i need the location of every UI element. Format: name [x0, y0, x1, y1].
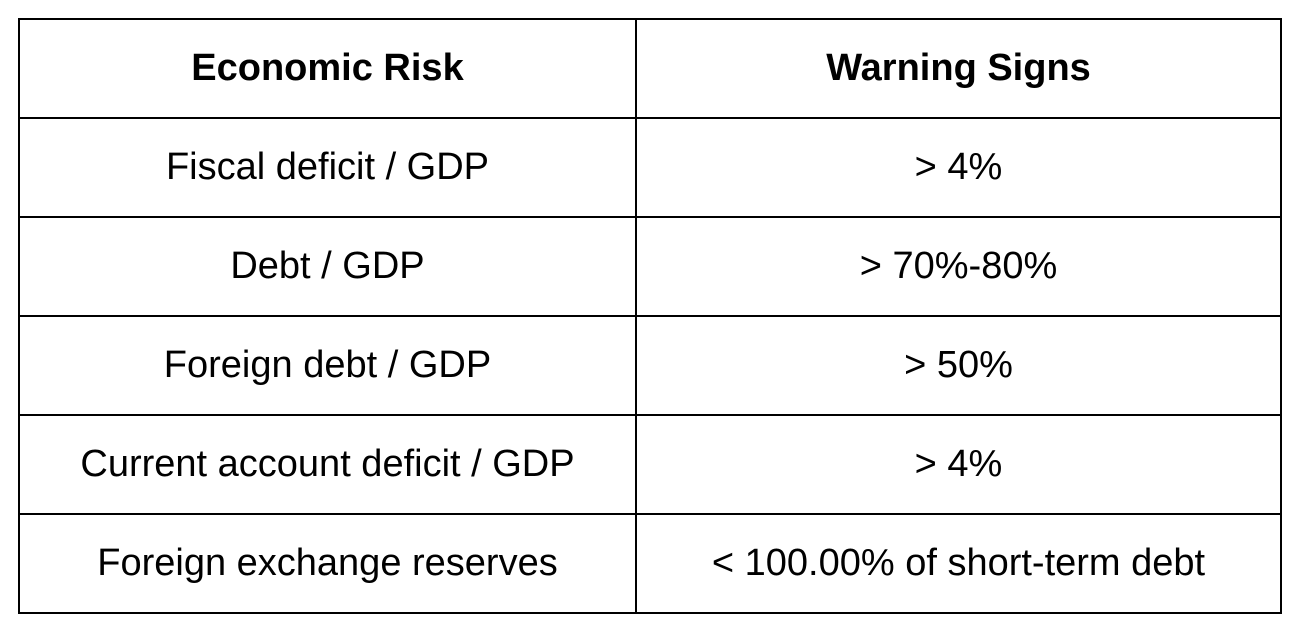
warning-sign-cell: > 50% — [635, 315, 1282, 416]
header-warning-signs: Warning Signs — [635, 18, 1282, 119]
warning-sign-cell: < 100.00% of short-term debt — [635, 513, 1282, 614]
risk-cell: Fiscal deficit / GDP — [18, 117, 637, 218]
risk-cell: Debt / GDP — [18, 216, 637, 317]
warning-sign-cell: > 70%-80% — [635, 216, 1282, 317]
warning-sign-cell: > 4% — [635, 117, 1282, 218]
economic-risk-table: Economic Risk Warning Signs Fiscal defic… — [18, 18, 1282, 614]
header-economic-risk: Economic Risk — [18, 18, 637, 119]
risk-cell: Current account deficit / GDP — [18, 414, 637, 515]
table-row: Fiscal deficit / GDP > 4% — [18, 117, 1282, 218]
table-header-row: Economic Risk Warning Signs — [18, 18, 1282, 119]
risk-cell: Foreign debt / GDP — [18, 315, 637, 416]
table-row: Current account deficit / GDP > 4% — [18, 414, 1282, 515]
risk-cell: Foreign exchange reserves — [18, 513, 637, 614]
warning-sign-cell: > 4% — [635, 414, 1282, 515]
table-row: Foreign exchange reserves < 100.00% of s… — [18, 513, 1282, 614]
table-row: Debt / GDP > 70%-80% — [18, 216, 1282, 317]
table-row: Foreign debt / GDP > 50% — [18, 315, 1282, 416]
